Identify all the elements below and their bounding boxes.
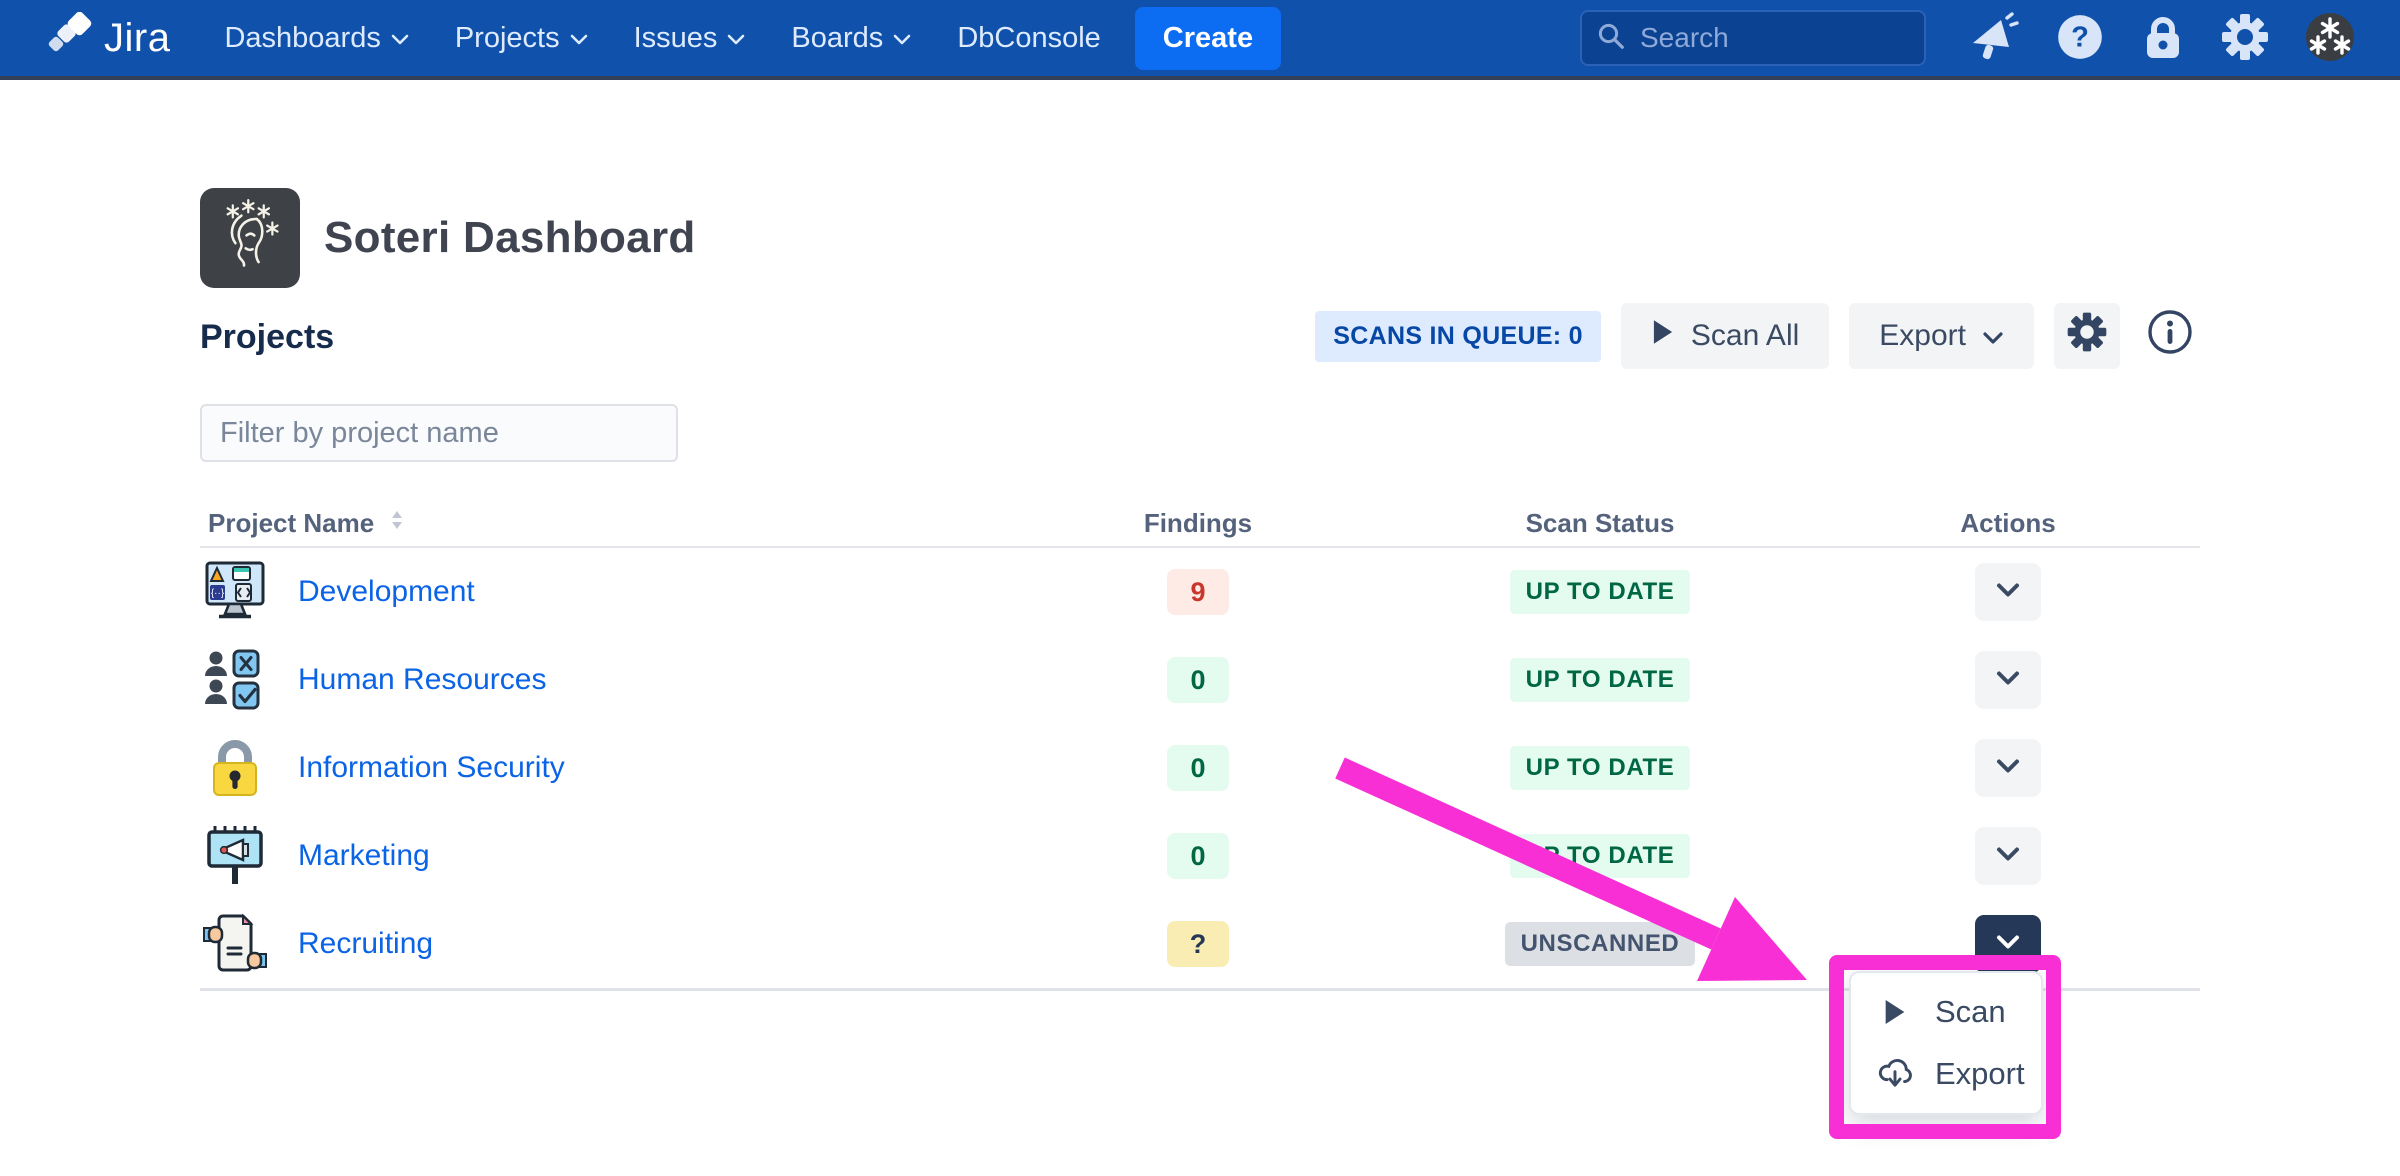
announcement-button[interactable] — [1968, 11, 2020, 66]
chevron-down-icon — [1996, 583, 2020, 601]
page-header: Soteri Dashboard — [200, 188, 696, 288]
project-link[interactable]: Information Security — [298, 751, 565, 784]
chevron-down-icon — [1996, 671, 2020, 689]
jira-logo-icon — [46, 11, 92, 65]
nav-item-issues[interactable]: Issues — [634, 22, 746, 55]
jira-logo[interactable]: Jira — [46, 11, 171, 65]
chevron-down-icon — [391, 34, 409, 45]
column-header-findings: Findings — [1143, 508, 1253, 538]
hr-people-checklist-icon — [202, 647, 268, 713]
project-filter-input[interactable] — [200, 404, 678, 462]
table-row: Information Security 0 UP TO DATE — [200, 724, 2200, 812]
gear-icon — [2066, 311, 2108, 361]
gear-icon — [2220, 12, 2270, 65]
findings-badge: 9 — [1167, 569, 1229, 615]
scan-status-badge: UP TO DATE — [1509, 658, 1691, 702]
sort-icon — [388, 508, 406, 539]
nav-item-boards[interactable]: Boards — [791, 22, 911, 55]
row-actions-dropdown-button[interactable] — [1975, 739, 2041, 797]
padlock-icon — [202, 735, 268, 801]
project-link[interactable]: Marketing — [298, 839, 430, 872]
top-nav: Jira Dashboards Projects Issues Boards D… — [0, 0, 2400, 80]
nav-item-dbconsole[interactable]: DbConsole — [957, 21, 1101, 54]
menu-item-export[interactable]: Export — [1851, 1043, 2041, 1105]
menu-item-scan[interactable]: Scan — [1851, 981, 2041, 1043]
projects-table: Project Name Findings Scan Status Action… — [200, 500, 2200, 991]
table-row: Marketing 0 UP TO DATE — [200, 812, 2200, 900]
chevron-down-icon — [1996, 935, 2020, 953]
export-dropdown-button[interactable]: Export — [1849, 303, 2034, 369]
search-box — [1580, 10, 1926, 66]
info-icon — [2146, 308, 2194, 364]
lock-icon — [2140, 12, 2186, 65]
row-actions-dropdown-button[interactable] — [1975, 827, 2041, 885]
scan-status-badge: UP TO DATE — [1509, 834, 1691, 878]
nav-icon-group: ? — [1968, 11, 2356, 66]
brand-name: Jira — [104, 15, 171, 60]
scan-status-badge: UP TO DATE — [1509, 746, 1691, 790]
play-icon — [1877, 998, 1913, 1026]
svg-text:{··}: {··} — [211, 588, 225, 599]
row-actions-menu: Scan Export — [1849, 971, 2043, 1115]
projects-toolbar: SCANS IN QUEUE: 0 Scan All Export — [1315, 300, 2200, 372]
table-header: Project Name Findings Scan Status Action… — [200, 500, 2200, 548]
scan-status-badge: UP TO DATE — [1509, 570, 1691, 614]
page-title: Soteri Dashboard — [324, 213, 696, 262]
billboard-megaphone-icon — [202, 823, 268, 889]
chevron-down-icon — [1996, 759, 2020, 777]
info-button[interactable] — [2140, 303, 2200, 369]
chevron-down-icon — [894, 34, 911, 45]
table-body: {··} Development 9 UP TO DATE — [200, 548, 2200, 991]
findings-badge: 0 — [1167, 833, 1229, 879]
project-link[interactable]: Recruiting — [298, 927, 434, 960]
megaphone-icon — [1968, 11, 2020, 66]
nav-menu: Dashboards Projects Issues Boards DbCons… — [224, 22, 1100, 55]
findings-badge: ? — [1167, 921, 1229, 967]
column-header-actions: Actions — [1960, 508, 2056, 538]
create-button[interactable]: Create — [1134, 6, 1282, 70]
nav-item-projects[interactable]: Projects — [455, 22, 588, 55]
column-header-project-name[interactable]: Project Name — [208, 508, 406, 539]
row-actions-dropdown-button[interactable] — [1975, 651, 2041, 709]
help-button[interactable]: ? — [2054, 11, 2106, 66]
avatar-asterisks-icon — [2304, 11, 2356, 66]
table-row: {··} Development 9 UP TO DATE — [200, 548, 2200, 636]
project-link[interactable]: Human Resources — [298, 663, 547, 696]
chevron-down-icon — [1996, 847, 2020, 865]
play-icon — [1651, 319, 1675, 353]
findings-badge: 0 — [1167, 745, 1229, 791]
row-actions-dropdown-button[interactable] — [1975, 915, 2041, 973]
findings-badge: 0 — [1167, 657, 1229, 703]
projects-heading: Projects — [200, 318, 335, 356]
question-icon: ? — [2054, 11, 2106, 66]
nav-item-dashboards[interactable]: Dashboards — [224, 22, 409, 55]
security-button[interactable] — [2140, 12, 2186, 65]
scans-in-queue-badge: SCANS IN QUEUE: 0 — [1315, 310, 1601, 362]
column-header-scan-status: Scan Status — [1525, 508, 1675, 538]
table-row: Human Resources 0 UP TO DATE — [200, 636, 2200, 724]
project-link[interactable]: Development — [298, 575, 475, 608]
chevron-down-icon — [728, 34, 745, 45]
admin-settings-button[interactable] — [2220, 12, 2270, 65]
scan-status-badge: UNSCANNED — [1504, 922, 1696, 966]
chevron-down-icon — [1982, 319, 2004, 353]
scan-all-button[interactable]: Scan All — [1620, 303, 1830, 369]
row-actions-dropdown-button[interactable] — [1975, 563, 2041, 621]
soteri-mask-icon — [200, 188, 300, 288]
document-handoff-icon — [202, 911, 268, 977]
svg-text:?: ? — [2071, 21, 2089, 53]
chevron-down-icon — [570, 34, 587, 45]
development-monitor-icon: {··} — [202, 559, 268, 625]
user-avatar[interactable] — [2304, 11, 2356, 66]
cloud-download-icon — [1877, 1058, 1913, 1090]
search-input[interactable] — [1638, 21, 1910, 55]
search-icon — [1596, 21, 1626, 56]
dashboard-settings-button[interactable] — [2054, 303, 2120, 369]
